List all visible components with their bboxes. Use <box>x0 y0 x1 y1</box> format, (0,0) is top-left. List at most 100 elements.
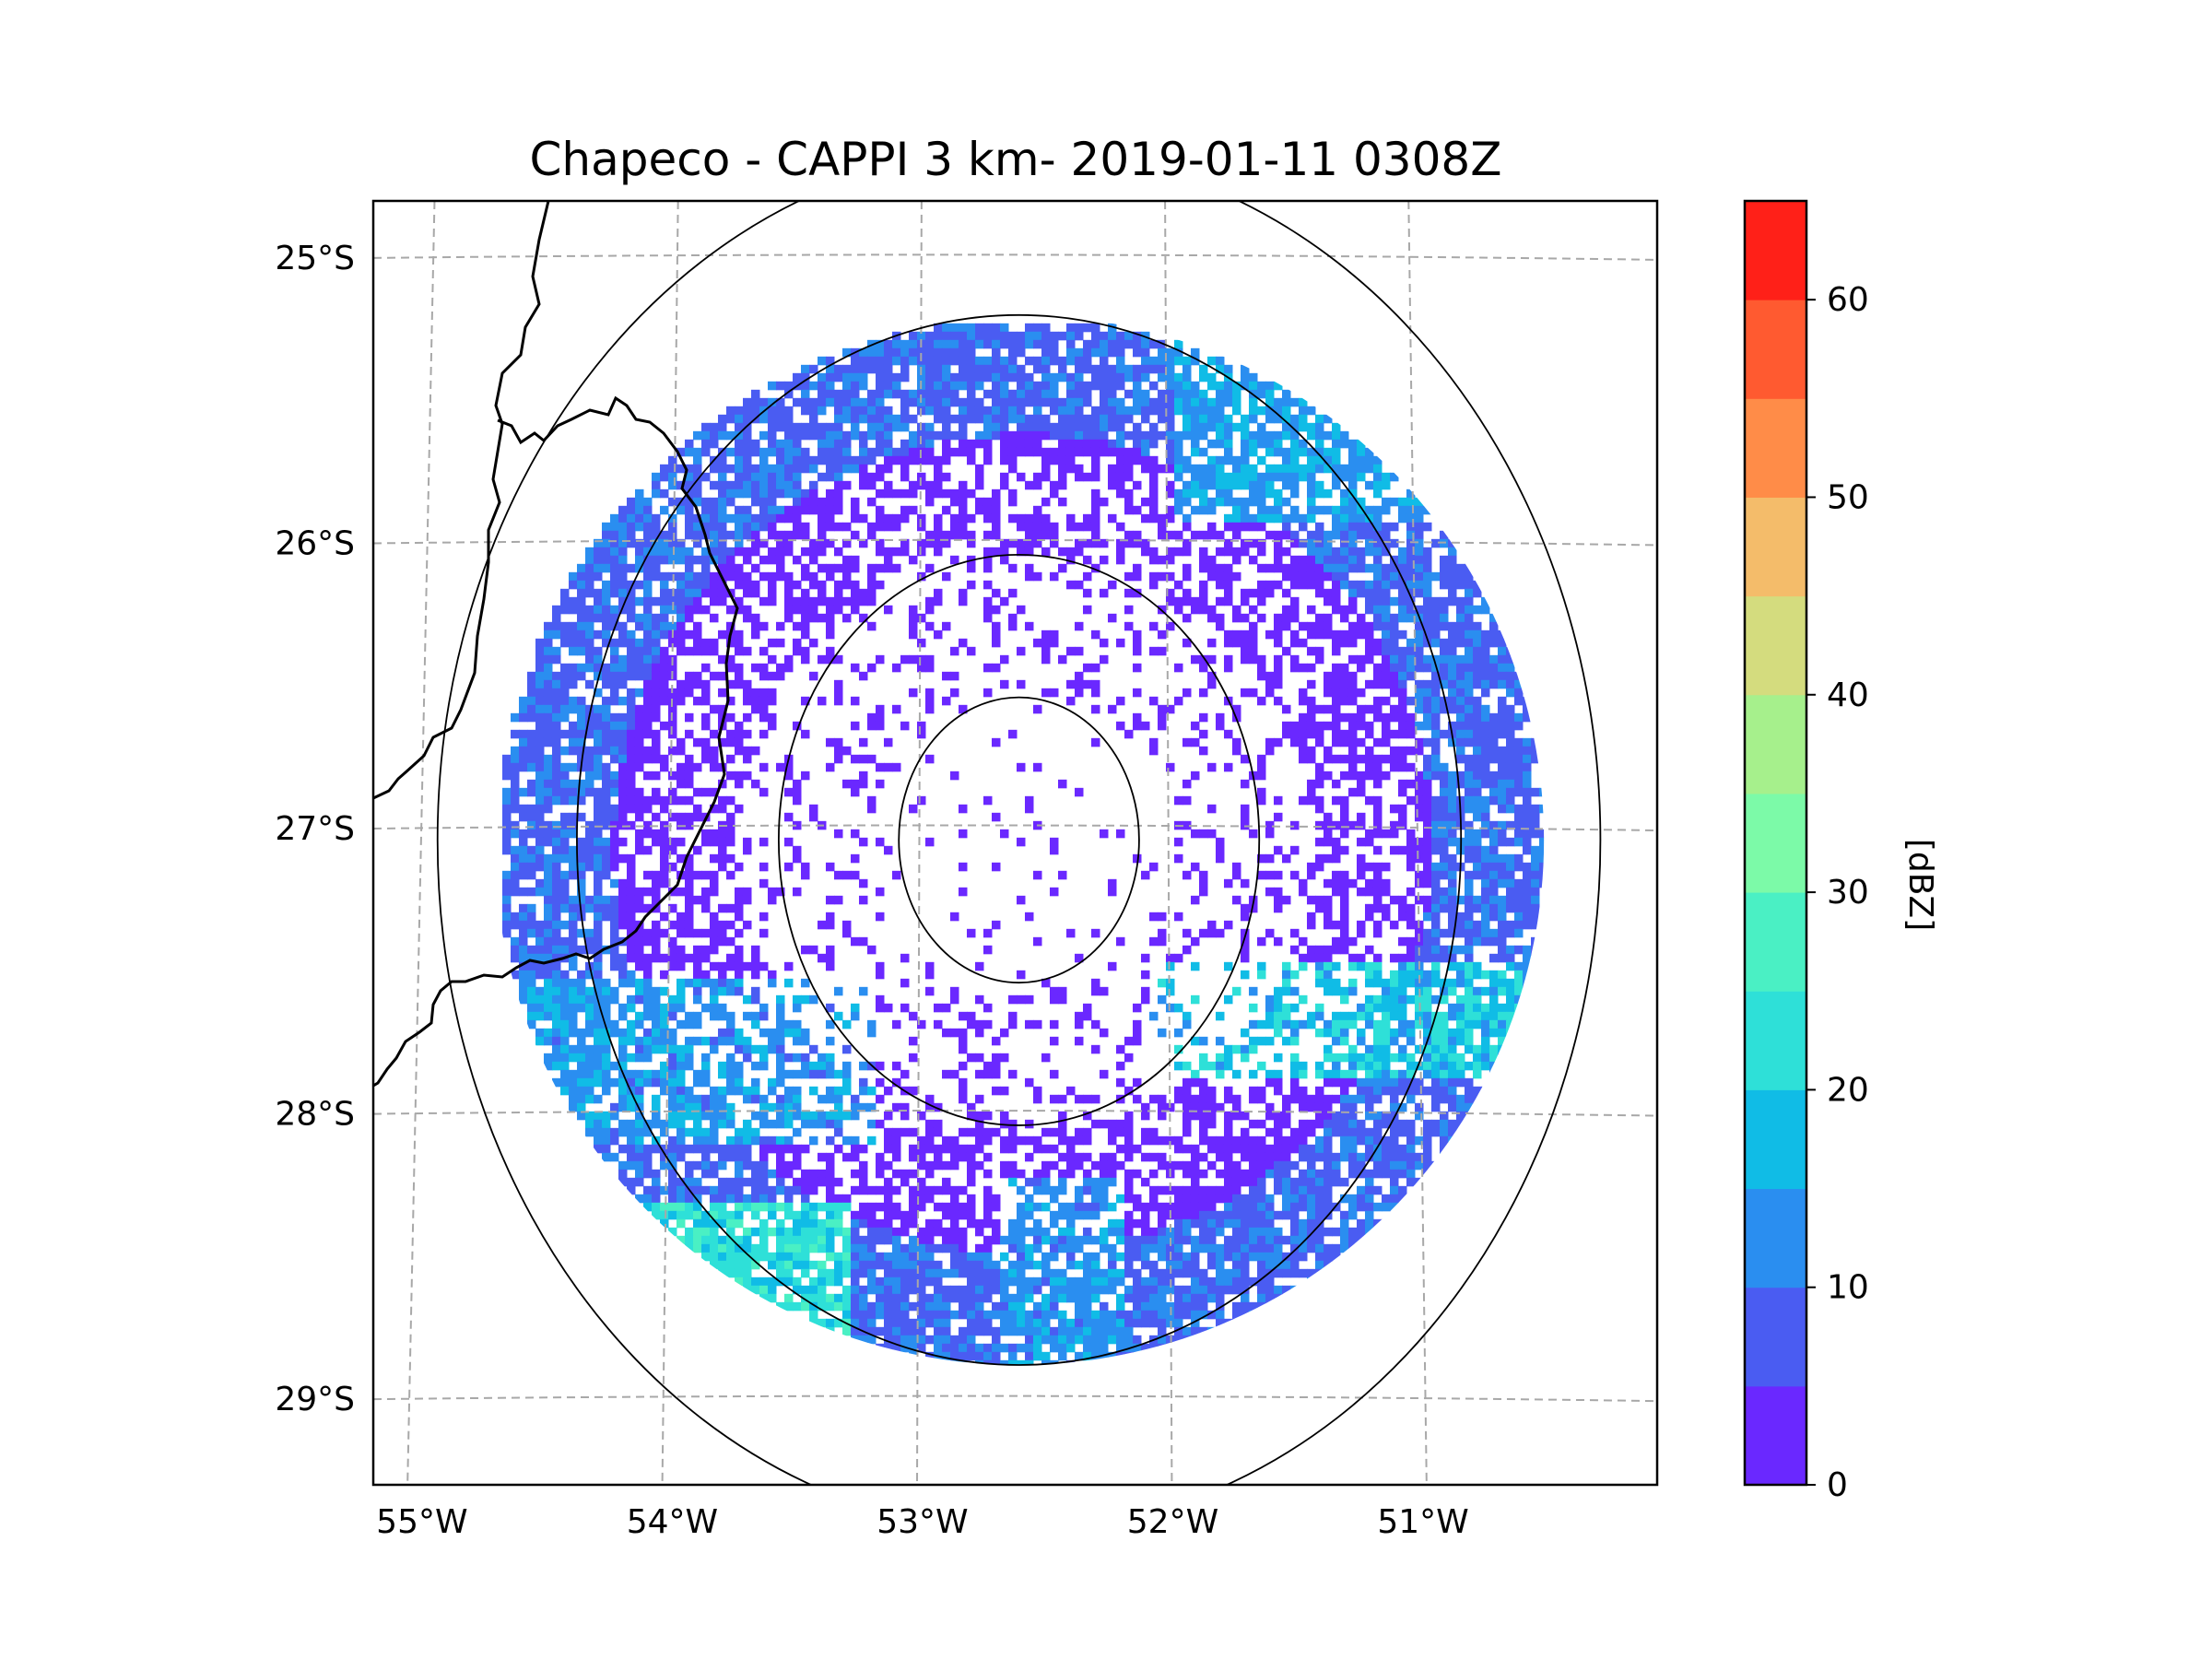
radar-cell <box>841 455 852 465</box>
radar-cell <box>1323 986 1333 996</box>
radar-cell <box>593 605 603 615</box>
radar-cell <box>1406 912 1416 922</box>
radar-cell <box>875 472 885 482</box>
radar-cell <box>1455 663 1465 673</box>
radar-cell <box>584 1019 594 1030</box>
radar-cell <box>1331 422 1341 432</box>
radar-cell <box>924 488 935 499</box>
radar-cell <box>1472 704 1482 714</box>
radar-cell <box>1198 372 1208 382</box>
radar-cell <box>1306 530 1316 540</box>
radar-cell <box>1505 853 1515 864</box>
radar-cell <box>684 679 694 689</box>
radar-cell <box>1356 547 1366 557</box>
radar-cell <box>1364 1019 1374 1030</box>
radar-cell <box>974 439 984 449</box>
radar-cell <box>1041 339 1051 349</box>
radar-cell <box>941 538 951 548</box>
radar-cell <box>1273 1077 1283 1088</box>
radar-cell <box>626 646 636 656</box>
radar-cell <box>609 729 619 739</box>
radar-cell <box>1165 447 1175 457</box>
radar-cell <box>908 1011 918 1021</box>
radar-cell <box>1414 704 1424 714</box>
radar-cell <box>982 406 993 416</box>
radar-cell <box>759 646 769 656</box>
radar-cell <box>593 746 603 756</box>
radar-cell <box>1455 613 1465 623</box>
radar-cell <box>1356 464 1366 474</box>
radar-cell <box>1430 804 1441 814</box>
radar-cell <box>1206 356 1217 366</box>
radar-cell <box>651 1011 661 1021</box>
radar-cell <box>1522 945 1532 955</box>
radar-cell <box>974 464 984 474</box>
radar-cell <box>1215 389 1225 399</box>
radar-cell <box>543 920 553 930</box>
radar-cell <box>808 422 818 432</box>
radar-cell <box>1140 447 1150 457</box>
radar-cell <box>924 364 935 374</box>
radar-cell <box>1198 430 1208 441</box>
radar-cell <box>667 903 677 913</box>
radar-cell <box>1331 936 1341 947</box>
radar-cell <box>692 555 702 565</box>
radar-cell <box>518 737 528 747</box>
radar-cell <box>734 978 744 988</box>
radar-cell <box>518 696 528 706</box>
radar-cell <box>1372 513 1382 524</box>
radar-cell <box>717 779 727 789</box>
radar-cell <box>568 746 578 756</box>
radar-cell <box>817 530 827 540</box>
radar-cell <box>767 497 777 507</box>
radar-cell <box>933 397 943 407</box>
radar-cell <box>1007 621 1018 631</box>
radar-cell <box>1323 912 1333 922</box>
radar-cell <box>642 696 653 706</box>
radar-cell <box>1173 912 1183 922</box>
radar-cell <box>1132 663 1142 673</box>
radar-cell <box>601 721 611 731</box>
radar-cell <box>1132 381 1142 391</box>
radar-cell <box>725 1053 735 1063</box>
radar-cell <box>1273 488 1283 499</box>
radar-cell <box>667 1028 677 1038</box>
radar-cell <box>949 671 959 681</box>
radar-cell <box>1323 920 1333 930</box>
radar-cell <box>717 505 727 515</box>
radar-cell <box>1356 580 1366 590</box>
radar-cell <box>1488 671 1499 681</box>
radar-cell <box>1406 696 1416 706</box>
radar-cell <box>1464 737 1474 747</box>
radar-cell <box>1231 455 1241 465</box>
radar-cell <box>1041 464 1051 474</box>
radar-cell <box>601 945 611 955</box>
radar-cell <box>949 331 959 341</box>
radar-cell <box>1480 596 1490 606</box>
radar-cell <box>1347 638 1358 648</box>
radar-cell <box>1173 605 1183 615</box>
radar-cell <box>891 1061 901 1071</box>
radar-cell <box>1206 381 1217 391</box>
radar-cell <box>1464 945 1474 955</box>
radar-cell <box>1057 356 1067 366</box>
radar-cell <box>1381 862 1391 872</box>
radar-cell <box>1256 1036 1266 1046</box>
radar-cell <box>783 447 794 457</box>
radar-cell <box>767 571 777 582</box>
radar-cell <box>1165 986 1175 996</box>
radar-cell <box>1248 538 1258 548</box>
radar-cell <box>908 430 918 441</box>
radar-cell <box>1024 563 1034 573</box>
radar-cell <box>1256 696 1266 706</box>
radar-cell <box>1306 488 1316 499</box>
radar-cell <box>841 464 852 474</box>
radar-cell <box>609 646 619 656</box>
radar-cell <box>1381 903 1391 913</box>
radar-cell <box>734 522 744 532</box>
radar-cell <box>1173 397 1183 407</box>
radar-cell <box>593 613 603 623</box>
radar-cell <box>1389 654 1399 665</box>
radar-cell <box>1306 629 1316 640</box>
radar-cell <box>676 1069 686 1079</box>
